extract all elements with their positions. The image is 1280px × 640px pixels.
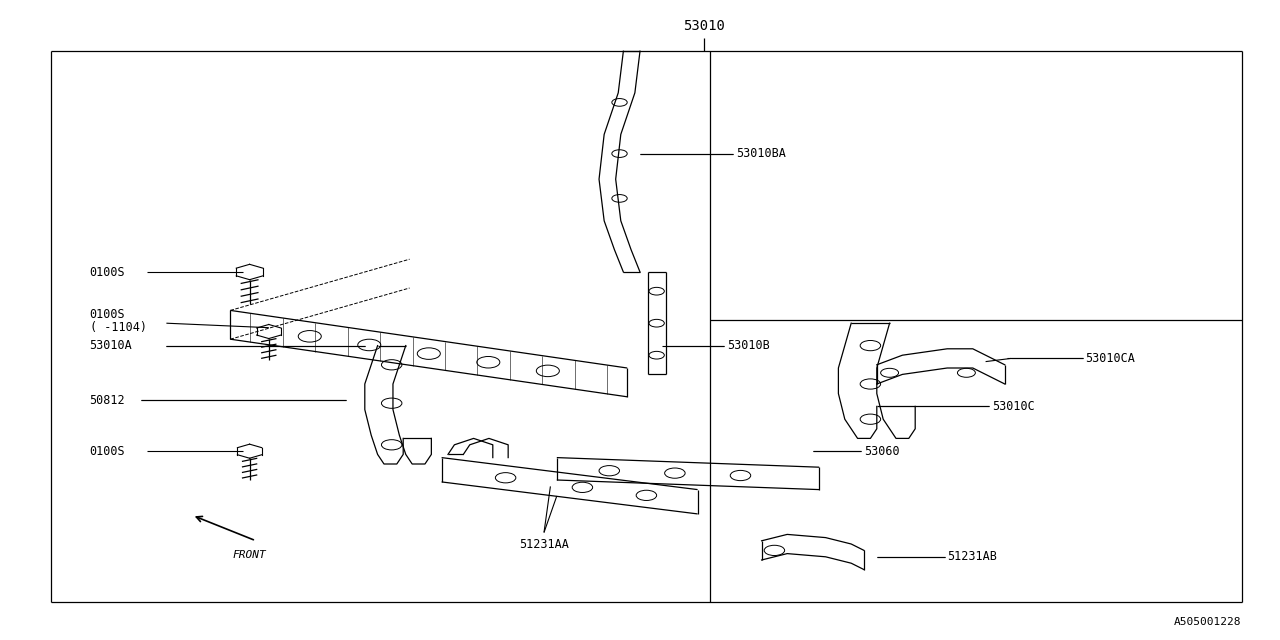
Text: 53010C: 53010C <box>992 400 1034 413</box>
Text: 53010BA: 53010BA <box>736 147 786 160</box>
Text: 53060: 53060 <box>864 445 900 458</box>
Text: 0100S: 0100S <box>90 308 125 321</box>
Text: 53010CA: 53010CA <box>1085 352 1135 365</box>
Text: 0100S: 0100S <box>90 445 125 458</box>
Text: 53010B: 53010B <box>727 339 769 352</box>
Text: 51231AA: 51231AA <box>520 538 568 550</box>
Text: 51231AB: 51231AB <box>947 550 997 563</box>
Text: 53010: 53010 <box>684 19 724 33</box>
Text: A505001228: A505001228 <box>1174 617 1242 627</box>
Text: 0100S: 0100S <box>90 266 125 278</box>
Text: 53010A: 53010A <box>90 339 132 352</box>
Text: 50812: 50812 <box>90 394 125 406</box>
Text: FRONT: FRONT <box>233 550 266 561</box>
Text: ( -1104): ( -1104) <box>90 321 147 334</box>
